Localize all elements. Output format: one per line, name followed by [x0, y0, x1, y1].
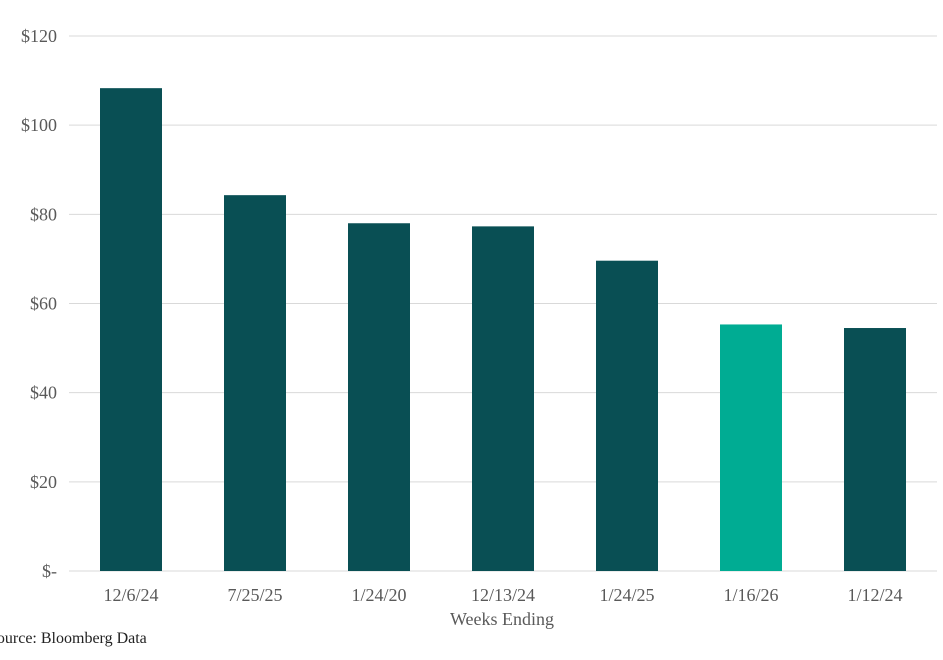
x-axis-ticks: 12/6/24 7/25/25 1/24/20 12/13/24 1/24/25 1/16…	[103, 585, 902, 605]
y-axis-ticks: $- $20 $40 $60 $80 $100 $120	[21, 26, 57, 581]
x-tick-label: 12/6/24	[103, 585, 158, 605]
y-tick-label: $60	[30, 294, 57, 314]
x-tick-label: 7/25/25	[227, 585, 282, 605]
y-tick-label: $120	[21, 26, 57, 46]
bar-1-24-20	[348, 223, 410, 571]
x-tick-label: 12/13/24	[471, 585, 535, 605]
y-tick-label: $100	[21, 115, 57, 135]
source-note: Source: Bloomberg Data	[0, 630, 147, 647]
bar-12-13-24	[472, 226, 534, 571]
y-tick-label: $80	[30, 204, 57, 224]
x-axis-title: Weeks Ending	[450, 609, 554, 629]
bar-1-24-25	[596, 260, 658, 571]
y-tick-label: $-	[42, 561, 57, 581]
bar-12-6-24	[100, 88, 162, 571]
bar-1-16-26	[720, 324, 782, 571]
y-tick-label: $20	[30, 472, 57, 492]
bar-1-12-24	[844, 328, 906, 571]
x-tick-label: 1/24/25	[599, 585, 654, 605]
x-tick-label: 1/12/24	[847, 585, 902, 605]
x-tick-label: 1/24/20	[351, 585, 406, 605]
bar-7-25-25	[224, 195, 286, 571]
x-tick-label: 1/16/26	[723, 585, 778, 605]
y-tick-label: $40	[30, 383, 57, 403]
bars	[100, 88, 906, 571]
